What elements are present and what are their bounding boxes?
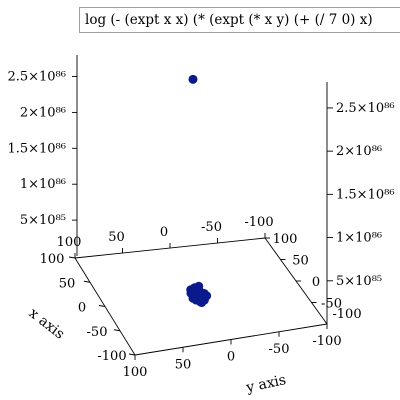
z-left-tick-label: 1×10⁸⁶ <box>20 177 66 192</box>
x-tick-label: 0 <box>78 301 86 316</box>
y-tick-label: 0 <box>227 350 235 365</box>
data-point <box>193 283 203 293</box>
x-tick-mark <box>68 256 76 259</box>
x-far-tick-label: 100 <box>57 235 82 250</box>
x-tick-mark <box>128 353 136 356</box>
y-tick-label: 100 <box>123 365 148 380</box>
z-right-tick-label: 2.5×10⁸⁶ <box>336 101 395 116</box>
x-far-tick-label: 50 <box>108 230 125 245</box>
x-far-tick-label: 0 <box>160 225 168 240</box>
x-tick-label: -100 <box>97 349 126 364</box>
x-tick-mark <box>83 280 91 283</box>
z-left-tick-label: 1.5×10⁸⁶ <box>7 141 66 156</box>
y-far-tick-label: 0 <box>312 275 320 290</box>
legend-label: log (- (expt x x) (* (expt (* x y) (+ (/… <box>85 12 373 28</box>
y-far-tick-label: 100 <box>273 232 298 247</box>
z-right-tick-label: 1.5×10⁸⁶ <box>336 187 395 202</box>
data-point <box>197 298 207 308</box>
z-right-tick-label: 2×10⁸⁶ <box>336 144 382 159</box>
z-right-tick-label: 1×10⁸⁶ <box>336 231 382 246</box>
y-tick-label: 50 <box>175 357 192 372</box>
z-right-tick-label: 5×10⁸⁵ <box>336 274 382 289</box>
x-tick-label: -50 <box>87 325 108 340</box>
z-axis-min-label: -100 <box>332 307 361 322</box>
x-axis-label: x axis <box>26 305 68 342</box>
y-axis-label: y axis <box>244 372 288 396</box>
z-left-tick-label: 5×10⁸⁵ <box>20 213 66 228</box>
y-tick-label: -50 <box>269 342 290 357</box>
data-point <box>189 290 199 300</box>
data-points <box>186 74 212 308</box>
x-tick-mark <box>113 329 121 332</box>
data-point <box>202 291 212 301</box>
x-tick-mark <box>98 305 106 307</box>
x-tick-label: 100 <box>40 252 65 267</box>
y-far-tick-label: 50 <box>292 254 309 269</box>
z-left-tick-label: 2.5×10⁸⁶ <box>7 70 66 85</box>
legend: log (- (expt x x) (* (expt (* x y) (+ (/… <box>79 7 400 33</box>
y-tick-label: -100 <box>312 334 341 349</box>
z-left-tick-label: 2×10⁸⁶ <box>20 105 66 120</box>
y-far-tick-label: -50 <box>321 297 342 312</box>
data-point <box>188 74 198 84</box>
x-far-tick-label: -50 <box>201 220 222 235</box>
x-tick-label: 50 <box>59 276 76 291</box>
x-far-tick-label: -100 <box>244 215 273 230</box>
axes <box>68 55 333 360</box>
